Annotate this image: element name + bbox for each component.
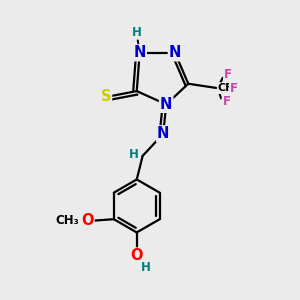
Text: N: N [157, 126, 170, 141]
Text: F: F [230, 82, 238, 95]
Text: O: O [81, 213, 94, 228]
Text: CF₃: CF₃ [218, 83, 238, 93]
Text: N: N [134, 45, 146, 60]
Text: F: F [224, 68, 232, 81]
Text: H: H [132, 26, 142, 39]
Text: F: F [223, 95, 231, 108]
Text: N: N [160, 97, 172, 112]
Text: H: H [141, 261, 151, 274]
Text: O: O [130, 248, 143, 263]
Text: H: H [129, 148, 139, 161]
Text: N: N [169, 45, 181, 60]
Text: CH₃: CH₃ [56, 214, 80, 227]
Text: S: S [100, 89, 111, 104]
